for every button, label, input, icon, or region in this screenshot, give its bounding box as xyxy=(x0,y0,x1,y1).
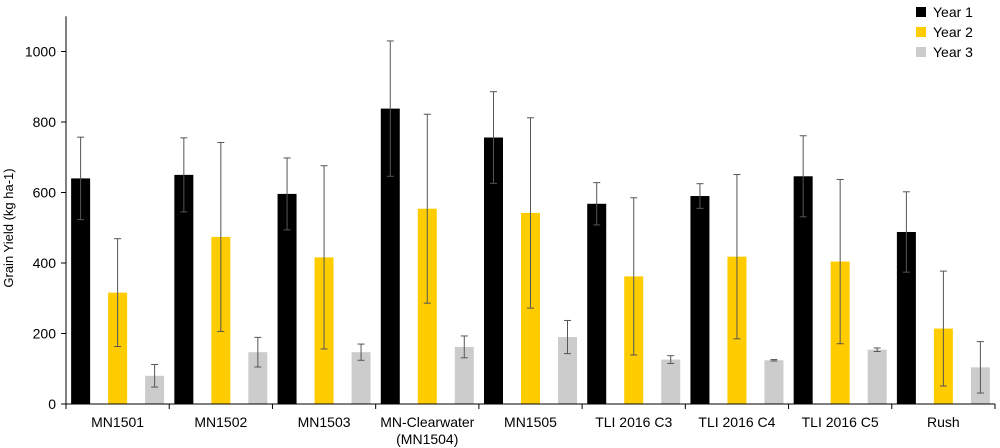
bar-year-3 xyxy=(145,375,165,404)
bar-year-1 xyxy=(174,174,194,404)
x-tick-label: MN1501 xyxy=(91,414,144,430)
bar-year-1 xyxy=(277,193,297,404)
legend-swatch xyxy=(916,7,926,17)
bar-year-3 xyxy=(558,337,577,404)
bar-year-3 xyxy=(454,346,474,404)
x-tick-label: TLI 2016 C3 xyxy=(595,414,672,430)
legend: Year 1 Year 2 Year 3 xyxy=(916,4,973,60)
y-tick-label: 0 xyxy=(48,396,56,412)
x-tick-label: TLI 2016 C5 xyxy=(802,414,879,430)
bar-year-2 xyxy=(417,208,437,404)
legend-swatch xyxy=(916,47,926,57)
bar-year-2 xyxy=(108,292,128,404)
bar-year-3 xyxy=(351,352,371,404)
x-tick-label: Rush xyxy=(927,414,960,430)
x-tick-label: MN1503 xyxy=(298,414,351,430)
bar-year-3 xyxy=(661,359,681,404)
y-tick-label: 200 xyxy=(33,326,57,342)
bar-year-1 xyxy=(380,108,400,404)
bar-year-1 xyxy=(793,176,813,404)
y-axis: 0 200 400 600 800 1000 xyxy=(25,16,67,412)
legend-swatch xyxy=(916,27,926,37)
y-tick-label: 400 xyxy=(33,255,57,271)
y-tick-label: 800 xyxy=(33,114,57,130)
x-tick-label: MN1502 xyxy=(194,414,247,430)
bar-year-3 xyxy=(248,352,268,404)
y-tick-label: 600 xyxy=(33,185,57,201)
legend-label: Year 3 xyxy=(933,44,973,60)
bar-year-1 xyxy=(587,203,607,404)
y-axis-label: Grain Yield (kg ha-1) xyxy=(1,168,16,287)
x-tick-label: MN-Clearwater (MN1504) xyxy=(380,414,474,447)
x-tick-label: MN1505 xyxy=(504,414,557,430)
legend-label: Year 1 xyxy=(933,4,973,20)
x-tick-label: TLI 2016 C4 xyxy=(698,414,775,430)
bar-year-1 xyxy=(484,137,503,404)
legend-label: Year 2 xyxy=(933,24,973,40)
x-axis: MN1501 MN1502 MN1503 MN-Clearwater (MN1504) M… xyxy=(65,403,996,447)
bar-year-1 xyxy=(896,231,916,404)
bar-year-1 xyxy=(71,178,91,404)
bar-year-3 xyxy=(764,360,784,404)
y-tick-label: 1000 xyxy=(25,44,56,60)
error-bars xyxy=(77,40,984,394)
bar-year-3 xyxy=(867,349,887,404)
bar-year-1 xyxy=(690,196,710,404)
